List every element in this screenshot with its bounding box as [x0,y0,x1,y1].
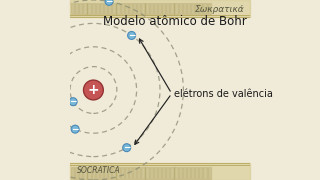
Circle shape [84,80,103,100]
Bar [195,167,198,179]
Circle shape [105,0,113,5]
Bar [108,3,111,14]
Text: −: − [105,0,113,6]
Bar [187,167,190,179]
Bar [96,167,99,179]
Bar [187,3,190,14]
Bar [116,3,120,14]
Text: elétrons de valência: elétrons de valência [173,89,272,99]
Bar [149,3,153,14]
Bar [137,167,140,179]
Bar [70,163,250,180]
Bar [170,167,173,179]
Bar [83,3,86,14]
Text: SOCRATICA: SOCRATICA [77,166,121,175]
Bar [71,3,74,14]
Bar [100,3,103,14]
Bar [183,167,186,179]
Bar [100,167,103,179]
Bar [199,167,203,179]
Bar [133,167,136,179]
Bar [96,3,99,14]
Text: +: + [88,83,99,97]
Text: −: − [71,125,79,134]
Bar [104,167,107,179]
Bar [112,3,116,14]
Circle shape [123,144,131,152]
Bar [75,3,78,14]
Bar [125,3,128,14]
Bar [92,167,95,179]
Bar [195,3,198,14]
Bar [79,167,83,179]
Bar [129,3,132,14]
Bar [145,3,149,14]
Bar [75,167,78,179]
Circle shape [71,125,79,133]
Bar [145,167,149,179]
Circle shape [128,31,136,39]
Bar [166,3,169,14]
Bar [179,167,182,179]
Bar [141,167,145,179]
Bar [183,3,186,14]
Bar [87,167,91,179]
Bar [191,3,194,14]
Bar [158,3,161,14]
Text: −: − [128,31,135,40]
Bar [166,167,169,179]
Bar [162,167,165,179]
Bar [162,3,165,14]
Bar [125,167,128,179]
Bar [149,167,153,179]
Bar [170,3,173,14]
Bar [133,3,136,14]
Bar [199,3,203,14]
Bar [71,167,74,179]
Bar [112,167,116,179]
Bar [141,3,145,14]
Bar [121,167,124,179]
Bar [179,3,182,14]
Bar [174,3,178,14]
Bar [116,167,120,179]
Bar [158,167,161,179]
Bar [204,167,207,179]
Bar [87,3,91,14]
Bar [204,3,207,14]
Bar [208,167,211,179]
Text: Modelo atômico de Bohr: Modelo atômico de Bohr [102,15,246,28]
Bar [108,167,111,179]
Bar [104,3,107,14]
Bar [208,3,211,14]
Text: −: − [69,97,77,106]
Bar [83,167,86,179]
Bar [154,3,157,14]
Bar [129,167,132,179]
Text: Σωκρατικά: Σωκρατικά [195,5,244,14]
Bar [174,167,178,179]
Bar [79,3,83,14]
Circle shape [69,98,77,106]
Bar [154,167,157,179]
Bar [121,3,124,14]
Bar [191,167,194,179]
Bar [70,0,250,17]
Bar [137,3,140,14]
Text: −: − [123,143,131,152]
Bar [92,3,95,14]
